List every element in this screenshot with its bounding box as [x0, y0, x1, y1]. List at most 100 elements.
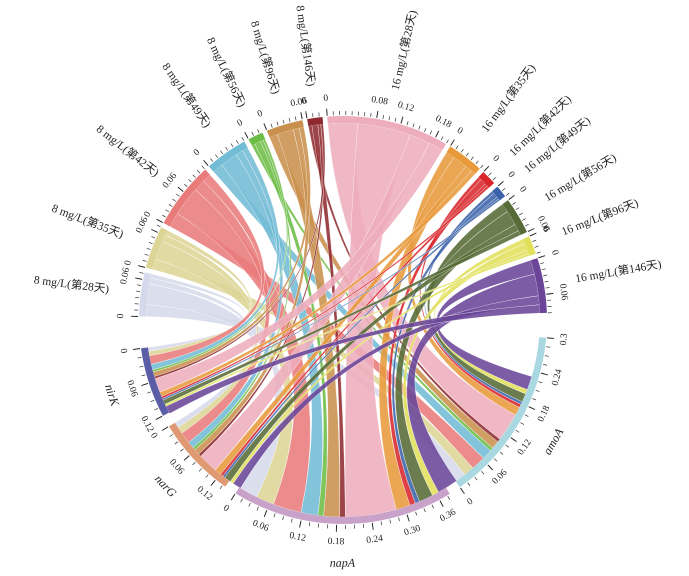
segment-arc-s11	[502, 200, 528, 235]
tick-label-s7: 0.08	[371, 95, 389, 108]
segment-arc-s8	[446, 146, 480, 174]
major-tick	[135, 277, 143, 280]
major-tick	[400, 116, 404, 124]
segment-arc-g1	[235, 487, 450, 524]
tick-mark	[532, 239, 537, 242]
tick-mark	[230, 143, 234, 148]
tick-label-s9: 0	[490, 154, 501, 165]
major-tick	[538, 255, 546, 259]
tick-label-s0: 0	[116, 313, 126, 318]
segment-label-s12: 16 mg/L(第96天)	[559, 195, 640, 238]
tick-mark	[412, 123, 415, 128]
tick-mark	[388, 116, 391, 121]
tick-mark	[406, 121, 409, 126]
segment-label-s11: 16 mg/L(第56天)	[541, 150, 618, 204]
tick-mark	[188, 179, 192, 183]
tick-label-s6: 0	[301, 96, 308, 107]
segment-arcs	[139, 115, 547, 524]
tick-mark	[282, 119, 285, 124]
tick-mark	[493, 458, 498, 462]
segment-arc-s12	[522, 236, 536, 256]
tick-mark	[144, 253, 149, 256]
major-tick	[210, 480, 216, 487]
major-tick	[439, 500, 444, 508]
tick-mark	[515, 429, 520, 433]
tick-mark	[465, 152, 469, 157]
tick-mark	[154, 407, 159, 411]
major-tick	[547, 337, 555, 339]
tick-mark	[481, 470, 485, 475]
tick-mark	[137, 357, 142, 359]
tick-mark	[273, 513, 276, 518]
tick-mark	[446, 139, 449, 144]
major-tick	[510, 437, 517, 443]
tick-mark	[382, 114, 384, 119]
tick-label-g0: 0.3	[559, 333, 570, 346]
segment-label-s2: 8 mg/L(第42天)	[94, 122, 162, 180]
tick-label-g0: 0.18	[536, 404, 552, 424]
tick-label-g1: 0.36	[438, 507, 458, 524]
major-tick	[230, 493, 236, 501]
segment-arc-s7	[327, 115, 447, 150]
tick-mark	[169, 434, 174, 437]
major-tick	[177, 186, 184, 192]
major-tick	[263, 123, 267, 130]
segment-label-s6: 8 mg/L(第146天)	[293, 4, 318, 87]
tick-mark	[146, 247, 151, 250]
tick-mark	[150, 399, 155, 403]
segment-label-s10: 16 mg/L(第49天)	[521, 113, 593, 175]
tick-mark	[251, 131, 254, 136]
segment-arc-s2	[163, 169, 210, 227]
tick-mark	[210, 158, 214, 162]
tick-mark	[225, 146, 229, 151]
tick-mark	[235, 140, 239, 144]
major-tick	[529, 232, 537, 237]
segment-label-g2: narG	[152, 472, 180, 500]
tick-mark	[532, 398, 537, 401]
major-tick	[527, 228, 535, 232]
tick-mark	[515, 207, 520, 211]
tick-mark	[518, 212, 523, 216]
tick-label-g0: 0.24	[551, 368, 565, 387]
tick-mark	[192, 461, 196, 466]
tick-mark	[308, 522, 311, 527]
major-tick	[546, 292, 554, 295]
tick-mark	[201, 165, 205, 170]
major-tick	[299, 520, 302, 528]
major-tick	[483, 165, 490, 172]
major-tick	[376, 110, 379, 118]
major-tick	[156, 218, 163, 223]
tick-mark	[455, 145, 459, 150]
tick-mark	[499, 451, 504, 455]
tick-label-g3: 0.12	[139, 415, 156, 435]
segment-arc-g3	[140, 347, 170, 416]
tick-label-g1: 0.24	[366, 534, 384, 546]
tick-label-g2: 0	[148, 431, 159, 440]
tick-mark	[522, 218, 526, 221]
tick-mark	[543, 274, 548, 277]
tick-mark	[241, 136, 245, 141]
tick-mark	[541, 268, 546, 271]
tick-label-g3: 0.06	[124, 379, 139, 398]
tick-label-s5: 0.06	[290, 96, 309, 109]
major-tick	[435, 130, 440, 138]
tick-mark	[240, 498, 243, 503]
tick-mark	[290, 518, 293, 523]
tick-mark	[474, 476, 478, 481]
major-tick	[137, 265, 145, 268]
major-tick	[326, 108, 328, 116]
major-tick	[497, 181, 504, 187]
tick-mark	[276, 121, 279, 126]
segment-label-s1: 8 mg/L(第35天)	[50, 201, 126, 241]
segment-arc-s4	[248, 132, 266, 146]
major-tick	[263, 510, 268, 517]
tick-mark	[460, 148, 464, 153]
tick-label-g1: 0	[221, 503, 231, 514]
segment-arc-s6	[307, 117, 324, 127]
tick-mark	[282, 516, 285, 521]
tick-mark	[198, 468, 202, 472]
chord-ribbon-s13-g3	[165, 304, 541, 414]
tick-mark	[505, 444, 509, 448]
tick-mark	[418, 125, 421, 130]
